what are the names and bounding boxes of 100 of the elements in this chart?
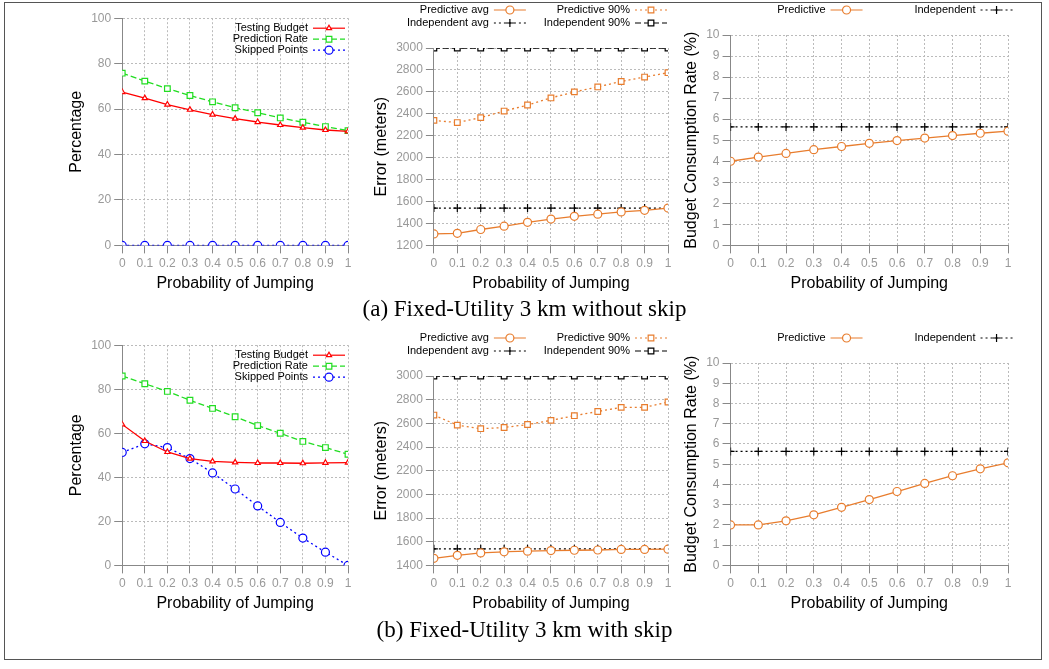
legend-label: Testing Budget — [235, 21, 308, 34]
y-tick-label: 3 — [712, 174, 720, 189]
y-axis-title: Budget Consumption Rate (%) — [682, 355, 700, 573]
y-tick-label: 100 — [91, 10, 112, 25]
x-axis-title: Probability of Jumping — [790, 273, 948, 291]
x-tick-label: 0 — [727, 575, 735, 590]
y-tick-label: 80 — [97, 55, 112, 70]
text: (b) Fixed-Utility 3 km with skip — [375, 617, 674, 643]
y-axis-title: Budget Consumption Rate (%) — [682, 31, 700, 249]
y-tick-label: 8 — [712, 395, 720, 410]
x-tick-label: 1 — [344, 255, 352, 270]
y-tick-label: 80 — [97, 381, 112, 396]
y-tick-label: 4 — [712, 476, 720, 491]
y-tick-label: 7 — [712, 416, 720, 431]
legend-label: Independent — [914, 3, 976, 16]
x-tick-label: 0.2 — [777, 575, 795, 590]
x-tick-label: 1 — [344, 575, 352, 590]
y-tick-label: 1 — [712, 216, 720, 231]
y-tick-label: 3 — [712, 496, 720, 511]
x-tick-label: 0.4 — [833, 255, 851, 270]
x-tick-label: 0.4 — [204, 575, 222, 590]
legend-label: Predictive 90% — [556, 331, 631, 344]
x-tick-label: 0.4 — [519, 575, 537, 590]
legend-label: Prediction Rate — [232, 32, 308, 45]
x-tick-label: 1 — [664, 575, 672, 590]
y-tick-label: 2200 — [396, 128, 424, 143]
x-tick-label: 1 — [1004, 255, 1012, 270]
y-tick-label: 2 — [712, 517, 720, 532]
x-tick-label: 0.6 — [249, 575, 267, 590]
y-tick-label: 6 — [712, 111, 720, 126]
legend-label: Predictive avg — [419, 3, 489, 16]
x-tick-label: 0.8 — [944, 575, 962, 590]
y-tick-label: 2000 — [396, 486, 424, 501]
x-tick-label: 0.4 — [833, 575, 851, 590]
x-tick-label: 0 — [430, 575, 438, 590]
x-tick-label: 0.3 — [181, 255, 199, 270]
x-tick-label: 0.3 — [805, 255, 823, 270]
x-tick-label: 0.7 — [916, 255, 934, 270]
x-tick-label: 0.3 — [181, 575, 199, 590]
y-tick-label: 2200 — [396, 463, 424, 478]
x-axis-title: Probability of Jumping — [472, 273, 630, 291]
legend-label: Independent — [914, 331, 976, 344]
y-tick-label: 1400 — [396, 557, 424, 572]
x-tick-label: 0.4 — [519, 255, 537, 270]
y-tick-label: 100 — [91, 337, 112, 352]
x-tick-label: 0.2 — [159, 575, 177, 590]
y-tick-label: 0 — [712, 237, 720, 252]
legend-label: Skipped Points — [234, 370, 309, 383]
x-tick-label: 0.1 — [448, 575, 466, 590]
x-axis-title: Probability of Jumping — [472, 593, 630, 611]
x-axis-title: Probability of Jumping — [156, 593, 314, 611]
y-tick-label: 60 — [97, 101, 112, 116]
x-tick-label: 0.8 — [612, 575, 630, 590]
y-tick-label: 9 — [712, 48, 720, 63]
x-tick-label: 0.1 — [749, 255, 767, 270]
y-tick-label: 2 — [712, 195, 720, 210]
x-axis-title: Probability of Jumping — [156, 273, 314, 291]
x-tick-label: 0.8 — [944, 255, 962, 270]
legend-label: Independent avg — [406, 344, 489, 357]
y-tick-label: 1800 — [396, 510, 424, 525]
x-tick-label: 0.2 — [777, 255, 795, 270]
x-tick-label: 0.9 — [636, 575, 654, 590]
legend-label: Predictive — [777, 3, 826, 16]
y-tick-label: 7 — [712, 90, 720, 105]
legend-label: Prediction Rate — [232, 359, 308, 372]
y-tick-label: 2800 — [396, 391, 424, 406]
y-tick-label: 2800 — [396, 62, 424, 77]
x-tick-label: 0.9 — [636, 255, 654, 270]
y-tick-label: 1400 — [396, 215, 424, 230]
x-tick-label: 0.6 — [249, 255, 267, 270]
x-tick-label: 0.9 — [317, 255, 335, 270]
x-tick-label: 0.1 — [749, 575, 767, 590]
x-tick-label: 0.7 — [916, 575, 934, 590]
y-tick-label: 0 — [712, 557, 720, 572]
x-tick-label: 1 — [664, 255, 672, 270]
x-tick-label: 0.8 — [294, 575, 312, 590]
y-tick-label: 2400 — [396, 106, 424, 121]
x-tick-label: 0.9 — [317, 575, 335, 590]
legend-label: Predictive avg — [419, 331, 489, 344]
y-tick-label: 1200 — [396, 237, 424, 252]
y-tick-label: 1800 — [396, 171, 424, 186]
x-tick-label: 0.5 — [226, 575, 244, 590]
y-tick-label: 6 — [712, 436, 720, 451]
x-tick-label: 0.5 — [542, 255, 560, 270]
x-tick-label: 0.2 — [472, 255, 490, 270]
legend-label: Predictive — [777, 331, 826, 344]
x-tick-label: 0.5 — [860, 255, 878, 270]
y-axis-title: Error (meters) — [372, 420, 390, 521]
y-tick-label: 3000 — [396, 40, 424, 55]
y-tick-label: 0 — [104, 237, 112, 252]
y-tick-label: 2000 — [396, 149, 424, 164]
legend-label: Independent 90% — [543, 16, 631, 29]
x-tick-label: 0.5 — [860, 575, 878, 590]
y-tick-label: 5 — [712, 456, 720, 471]
y-tick-label: 0 — [104, 557, 112, 572]
y-tick-label: 10 — [706, 355, 720, 370]
y-tick-label: 1 — [712, 537, 720, 552]
x-tick-label: 0.6 — [566, 575, 584, 590]
y-axis-title: Percentage — [67, 90, 85, 173]
x-tick-label: 0.6 — [566, 255, 584, 270]
